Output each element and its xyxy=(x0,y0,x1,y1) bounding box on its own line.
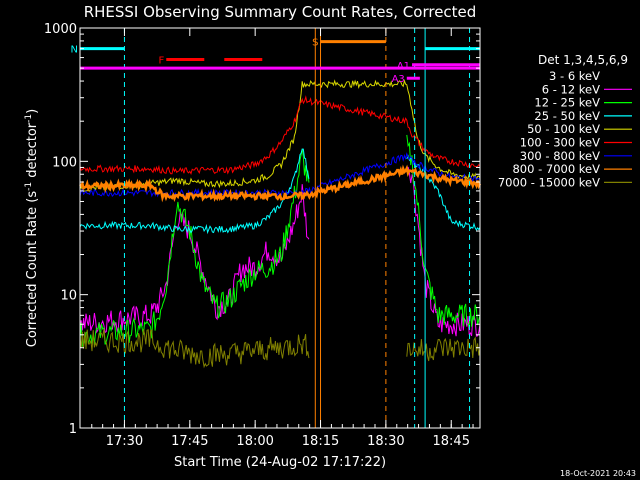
legend-label-3: 12 - 25 keV xyxy=(534,96,600,110)
y-tick-label-2: 10 xyxy=(60,289,77,304)
plot-frame xyxy=(79,27,481,429)
flag-label-2: F xyxy=(159,56,165,67)
series-line-7 xyxy=(79,152,481,198)
footer-timestamp: 18-Oct-2021 20:43 xyxy=(560,469,636,478)
y-axis-label: Corrected Count Rate (s-1 detector-1) xyxy=(24,109,40,347)
axis-ticks: 17:30 17:45 18:00 18:15 18:30 18:45 1 10 100 1000 xyxy=(44,22,480,449)
y-tick-label-3: 100 xyxy=(52,155,77,170)
x-tick-label-2: 17:45 xyxy=(171,434,208,449)
series-line-6 xyxy=(79,95,481,175)
y-axis-label-suffix: ) xyxy=(25,109,40,114)
series-line-3 xyxy=(79,134,481,347)
x-tick-label-4: 18:15 xyxy=(302,434,339,449)
legend-label-5: 50 - 100 keV xyxy=(527,122,600,136)
series-line-8 xyxy=(79,164,482,203)
legend-label-9: 7000 - 15000 keV xyxy=(498,175,600,189)
y-axis-label-exp-2: -1 xyxy=(24,114,34,123)
legend-title: Det 1,3,4,5,6,9 xyxy=(538,53,628,67)
chart-title: RHESSI Observing Summary Count Rates, Co… xyxy=(84,3,477,21)
legend-label-2: 6 - 12 keV xyxy=(542,82,600,96)
flag-label-4: A3 xyxy=(392,74,405,85)
flag-label-1: N xyxy=(71,45,78,56)
chart-overlay-layer: N F S A3 A1 xyxy=(71,28,480,428)
y-axis-label-mid: detector xyxy=(25,122,40,182)
flag-label-3: S xyxy=(312,38,318,49)
series-line-2 xyxy=(79,166,481,337)
legend-label-8: 800 - 7000 keV xyxy=(512,162,600,176)
y-tick-label-4: 1000 xyxy=(44,22,77,37)
legend-label-7: 300 - 800 keV xyxy=(520,149,600,163)
x-tick-label-3: 18:00 xyxy=(236,434,273,449)
legend-label-4: 25 - 50 keV xyxy=(534,109,600,123)
x-tick-label-5: 18:30 xyxy=(367,434,404,449)
x-tick-label-1: 17:30 xyxy=(106,434,143,449)
series-line-5 xyxy=(79,79,481,192)
y-axis-label-prefix: Corrected Count Rate (s xyxy=(25,191,40,348)
x-tick-label-6: 18:45 xyxy=(433,434,470,449)
y-axis-label-exp: -1 xyxy=(24,182,34,191)
legend-label-1: 3 - 6 keV xyxy=(549,69,600,83)
y-tick-label-1: 1 xyxy=(69,422,77,437)
chart-series-layer xyxy=(79,79,482,430)
flag-label-5: A1 xyxy=(397,61,410,72)
legend-label-6: 100 - 300 keV xyxy=(520,136,600,150)
x-axis-label: Start Time (24-Aug-02 17:17:22) xyxy=(174,455,386,470)
series-line-9 xyxy=(79,329,481,369)
series-line-1 xyxy=(79,305,426,430)
